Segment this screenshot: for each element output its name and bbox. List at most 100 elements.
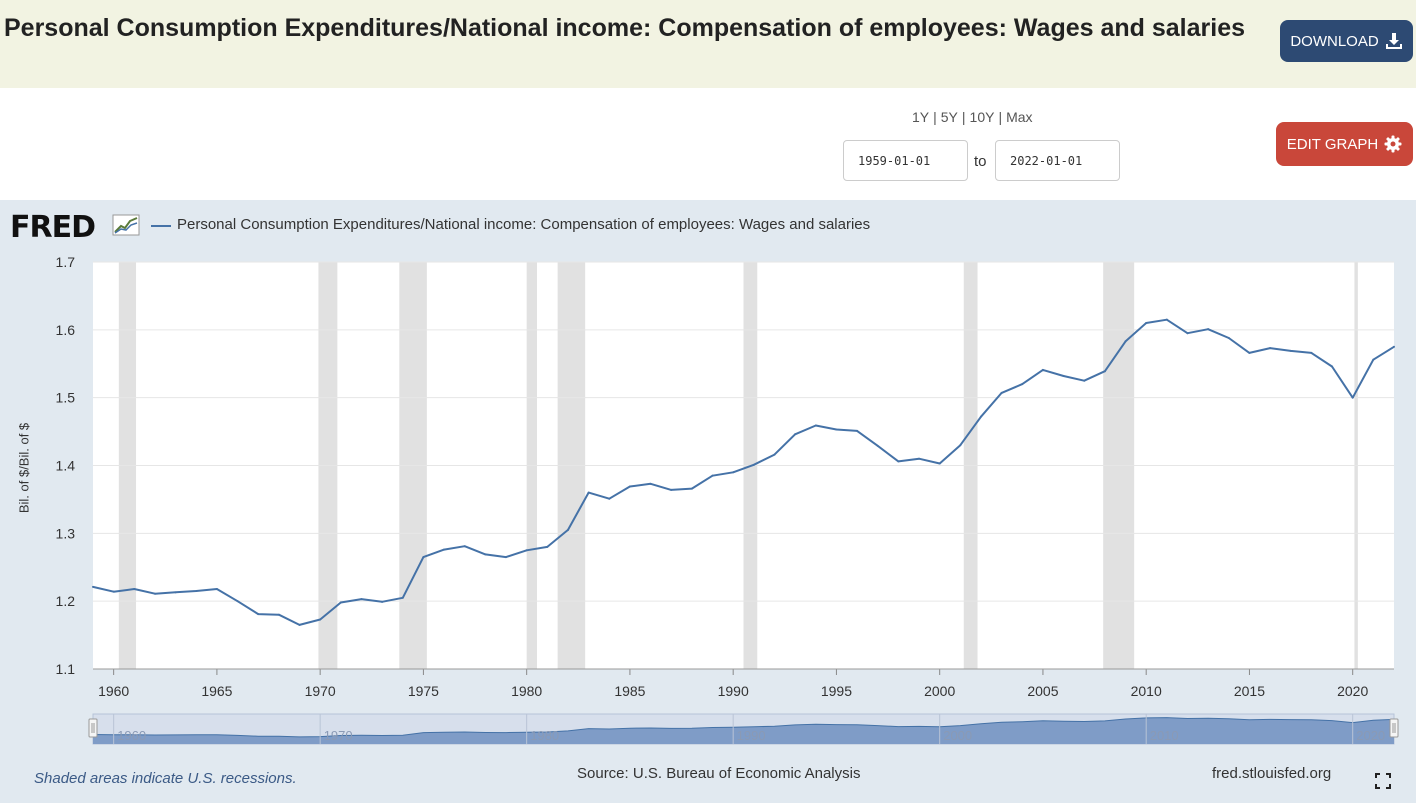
data-point: [670, 488, 673, 491]
y-tick-label: 1.5: [56, 390, 76, 406]
data-point: [587, 491, 590, 494]
gear-icon: [1384, 135, 1402, 153]
data-point: [360, 598, 363, 601]
data-point: [1145, 322, 1148, 325]
site-url[interactable]: fred.stlouisfed.org: [1212, 765, 1332, 782]
data-point: [133, 587, 136, 590]
data-point: [794, 433, 797, 436]
data-point: [897, 460, 900, 463]
navigator-tick-label: 1990: [737, 728, 766, 743]
navigator-tick-label: 1970: [324, 728, 353, 743]
data-point: [339, 601, 342, 604]
data-point: [835, 428, 838, 431]
data-point: [463, 545, 466, 548]
source-text: Source: U.S. Bureau of Economic Analysis: [577, 765, 861, 782]
data-point: [1269, 347, 1272, 350]
range-5y-link[interactable]: 5Y: [940, 109, 958, 125]
data-point: [732, 471, 735, 474]
data-point: [959, 444, 962, 447]
navigator-right-handle[interactable]: [1389, 718, 1399, 738]
data-point: [484, 553, 487, 556]
data-point: [1227, 336, 1230, 339]
range-10y-link[interactable]: 10Y: [969, 109, 995, 125]
data-point: [1289, 349, 1292, 352]
x-tick-label: 1960: [98, 683, 129, 699]
data-point: [195, 589, 198, 592]
to-label: to: [974, 153, 987, 170]
data-point: [1062, 374, 1065, 377]
data-point: [1021, 383, 1024, 386]
y-tick-label: 1.6: [56, 322, 76, 338]
range-max-link[interactable]: Max: [1006, 109, 1033, 125]
series-line: [92, 318, 1395, 626]
data-point: [711, 474, 714, 477]
x-tick-label: 1980: [511, 683, 542, 699]
x-tick-label: 2005: [1027, 683, 1058, 699]
fullscreen-icon[interactable]: [1374, 772, 1392, 790]
data-point: [1041, 368, 1044, 371]
page-title: Personal Consumption Expenditures/Nation…: [4, 14, 1246, 42]
data-point: [1372, 358, 1375, 361]
data-point: [979, 415, 982, 418]
data-point: [277, 613, 280, 616]
data-point: [690, 487, 693, 490]
data-point: [1393, 345, 1395, 348]
navigator-line: [92, 717, 1395, 738]
data-point: [876, 444, 879, 447]
navigator-tick-label: 2000: [943, 728, 972, 743]
data-point: [1331, 365, 1334, 368]
fred-chart-mark-icon: [112, 214, 140, 236]
edit-graph-button[interactable]: EDIT GRAPH: [1276, 122, 1413, 166]
x-tick-label: 2000: [924, 683, 955, 699]
data-point: [401, 596, 404, 599]
data-point: [752, 463, 755, 466]
data-point: [856, 429, 859, 432]
y-tick-label: 1.2: [56, 593, 76, 609]
end-date-input[interactable]: [995, 140, 1120, 181]
data-point: [1165, 318, 1168, 321]
data-point: [298, 623, 301, 626]
range-1y-link[interactable]: 1Y: [912, 109, 930, 125]
data-point: [174, 591, 177, 594]
data-point: [215, 587, 218, 590]
data-point: [257, 613, 260, 616]
navigator-tick-label: 1980: [530, 728, 559, 743]
data-point: [319, 618, 322, 621]
data-point: [381, 600, 384, 603]
data-point: [1351, 396, 1354, 399]
y-tick-label: 1.7: [56, 254, 76, 270]
data-point: [938, 462, 941, 465]
y-tick-label: 1.4: [56, 458, 76, 474]
navigator-left-handle[interactable]: [88, 718, 98, 738]
data-point: [814, 424, 817, 427]
data-point: [628, 485, 631, 488]
data-point: [1124, 340, 1127, 343]
x-tick-label: 1985: [614, 683, 645, 699]
data-point: [566, 528, 569, 531]
navigator-tick-label: 1960: [117, 728, 146, 743]
start-date-input[interactable]: [843, 140, 968, 181]
data-point: [422, 556, 425, 559]
data-point: [153, 592, 156, 595]
x-tick-label: 2010: [1131, 683, 1162, 699]
x-tick-label: 2015: [1234, 683, 1265, 699]
data-point: [773, 453, 776, 456]
title-bar: [0, 0, 1416, 88]
download-button[interactable]: DOWNLOAD: [1280, 20, 1413, 62]
y-tick-label: 1.3: [56, 525, 76, 541]
data-point: [1103, 370, 1106, 373]
edit-graph-label: EDIT GRAPH: [1286, 135, 1379, 153]
range-links: 1Y | 5Y | 10Y | Max: [912, 109, 1033, 125]
recession-note: Shaded areas indicate U.S. recessions.: [34, 770, 297, 787]
data-point: [1186, 332, 1189, 335]
y-tick-label: 1.1: [56, 661, 76, 677]
data-point: [505, 556, 508, 559]
fred-logo: FRED: [10, 210, 96, 245]
x-tick-label: 1965: [201, 683, 232, 699]
data-point: [443, 548, 446, 551]
x-tick-label: 2020: [1337, 683, 1368, 699]
navigator-tick-label: 2010: [1150, 728, 1179, 743]
navigator-area: [93, 717, 1394, 744]
data-point: [1083, 379, 1086, 382]
